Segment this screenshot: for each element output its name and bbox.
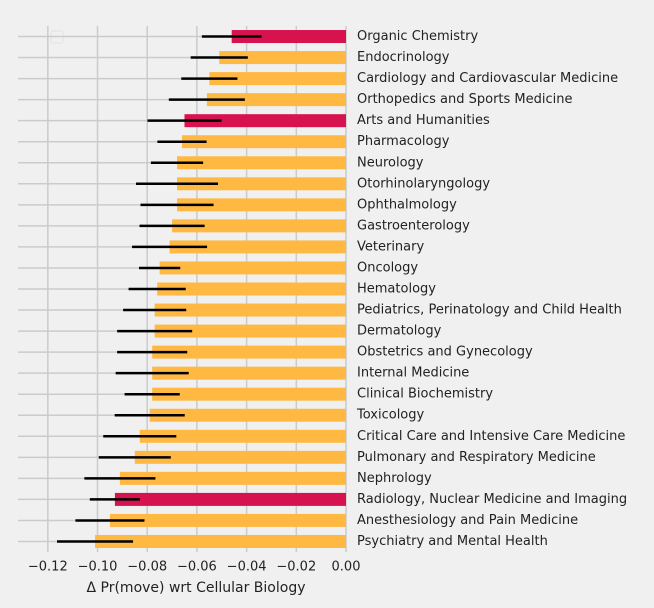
bar (182, 135, 346, 149)
bar (149, 408, 346, 422)
y-tick-label: Psychiatry and Mental Health (357, 534, 548, 549)
y-tick-label: Obstetrics and Gynecology (357, 345, 533, 360)
y-tick-label: Cardiology and Cardiovascular Medicine (357, 71, 618, 86)
y-tick-label: Clinical Biochemistry (357, 387, 493, 402)
y-tick-label: Anesthesiology and Pain Medicine (357, 513, 578, 528)
bar (157, 282, 346, 296)
bar (152, 387, 346, 401)
x-tick-label: −0.10 (78, 560, 118, 575)
x-axis-label: Δ Pr(move) wrt Cellular Biology (86, 580, 305, 596)
y-tick-label: Orthopedics and Sports Medicine (357, 92, 573, 107)
y-tick-label: Toxicology (356, 408, 425, 423)
bar (119, 471, 346, 485)
x-tick-label: −0.08 (127, 560, 167, 575)
y-tick-label: Critical Care and Intensive Care Medicin… (357, 429, 625, 444)
bar (109, 513, 346, 527)
bar (154, 324, 346, 338)
y-tick-label: Neurology (357, 155, 424, 170)
x-tick-label: −0.12 (28, 560, 68, 575)
bar (154, 303, 346, 317)
bar (134, 450, 346, 464)
bar (206, 93, 346, 107)
bar (177, 177, 346, 191)
x-tick-label: −0.04 (227, 560, 267, 575)
y-tick-label: Nephrology (357, 471, 432, 486)
y-tick-label: Pediatrics, Perinatology and Child Healt… (357, 303, 622, 318)
bar (114, 492, 346, 506)
y-tick-label: Organic Chemistry (357, 29, 479, 44)
x-tick-label: −0.06 (177, 560, 217, 575)
y-tick-label: Endocrinology (357, 50, 450, 65)
y-tick-label: Arts and Humanities (357, 113, 490, 128)
y-tick-label: Oncology (357, 260, 418, 275)
bar (177, 198, 346, 212)
bar (209, 72, 346, 86)
bar (177, 156, 346, 170)
bar (172, 219, 346, 233)
y-tick-label: Otorhinolaryngology (357, 176, 490, 191)
bar (139, 429, 346, 443)
y-tick-label: Gastroenterology (357, 218, 470, 233)
y-tick-label: Veterinary (357, 239, 424, 254)
x-tick-label: 0.00 (332, 560, 361, 575)
bar (231, 30, 346, 44)
bar (152, 366, 346, 380)
bar (95, 534, 346, 548)
y-tick-label: Dermatology (357, 324, 442, 339)
bar (159, 261, 346, 275)
bar (152, 345, 346, 359)
x-tick-label: −0.02 (276, 560, 316, 575)
y-tick-label: Pharmacology (357, 134, 450, 149)
bar (219, 51, 346, 65)
y-tick-label: Ophthalmology (357, 197, 457, 212)
y-tick-label: Pulmonary and Respiratory Medicine (357, 450, 596, 465)
bar (169, 240, 346, 254)
y-tick-label: Internal Medicine (357, 366, 469, 381)
y-tick-label: Hematology (357, 282, 436, 297)
bar (184, 114, 346, 128)
y-tick-label: Radiology, Nuclear Medicine and Imaging (357, 492, 627, 507)
